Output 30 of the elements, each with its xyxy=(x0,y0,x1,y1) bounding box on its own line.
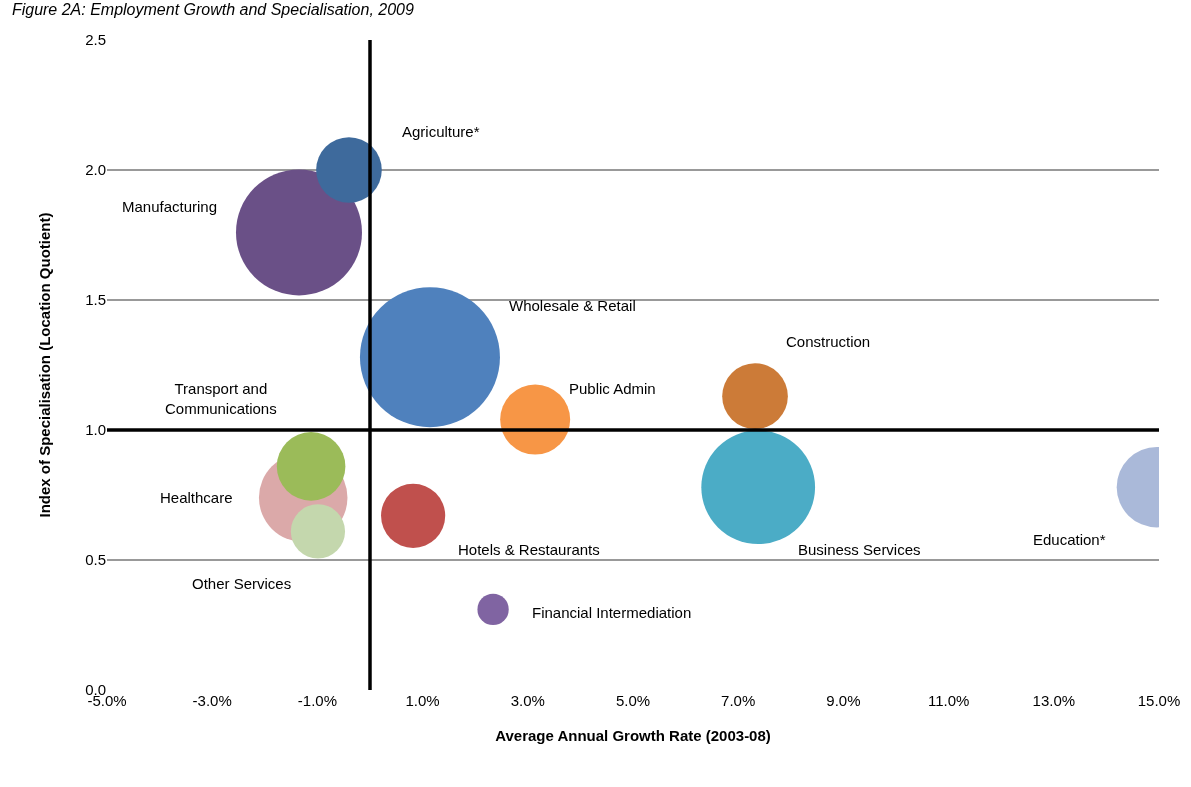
x-tick-label: 11.0% xyxy=(927,692,970,709)
x-tick-label: 15.0% xyxy=(1137,692,1181,709)
y-tick-label: 1.0 xyxy=(85,421,106,439)
series-label: Transport and Communications xyxy=(165,380,277,417)
series-label: Hotels & Restaurants xyxy=(458,541,600,558)
series-label: Construction xyxy=(786,333,871,350)
x-tick-label: 9.0% xyxy=(826,692,861,709)
y-tick-label: 2.0 xyxy=(85,161,106,179)
series-label: Other Services xyxy=(192,575,292,592)
x-tick-label: 5.0% xyxy=(615,692,651,709)
series-label: Education* xyxy=(1033,531,1106,548)
chart-title: Figure 2A: Employment Growth and Specialisation, 2009 xyxy=(11,1,414,19)
x-tick-label: -1.0% xyxy=(297,692,337,709)
series-label: Agriculture* xyxy=(402,123,480,140)
y-tick-label: 0.5 xyxy=(85,551,106,569)
y-axis-title: Index of Specialisation (Location Quotient) xyxy=(36,212,54,518)
series-label: Healthcare xyxy=(160,489,233,506)
y-tick-label: 1.5 xyxy=(85,291,106,309)
series-label: Financial Intermediation xyxy=(532,604,692,621)
x-tick-label: 1.0% xyxy=(405,692,440,709)
x-axis-title: Average Annual Growth Rate (2003-08) xyxy=(495,727,771,744)
series-label: Manufacturing xyxy=(122,198,218,215)
x-tick-label: 7.0% xyxy=(721,692,756,709)
series-label: Public Admin xyxy=(569,380,656,397)
series-label: Business Services xyxy=(798,541,921,558)
y-tick-label: 2.5 xyxy=(85,31,106,49)
series-label: Wholesale & Retail xyxy=(509,297,636,314)
x-tick-label: 13.0% xyxy=(1032,692,1076,709)
x-tick-label: -3.0% xyxy=(192,692,232,709)
x-tick-label: 3.0% xyxy=(510,692,545,709)
